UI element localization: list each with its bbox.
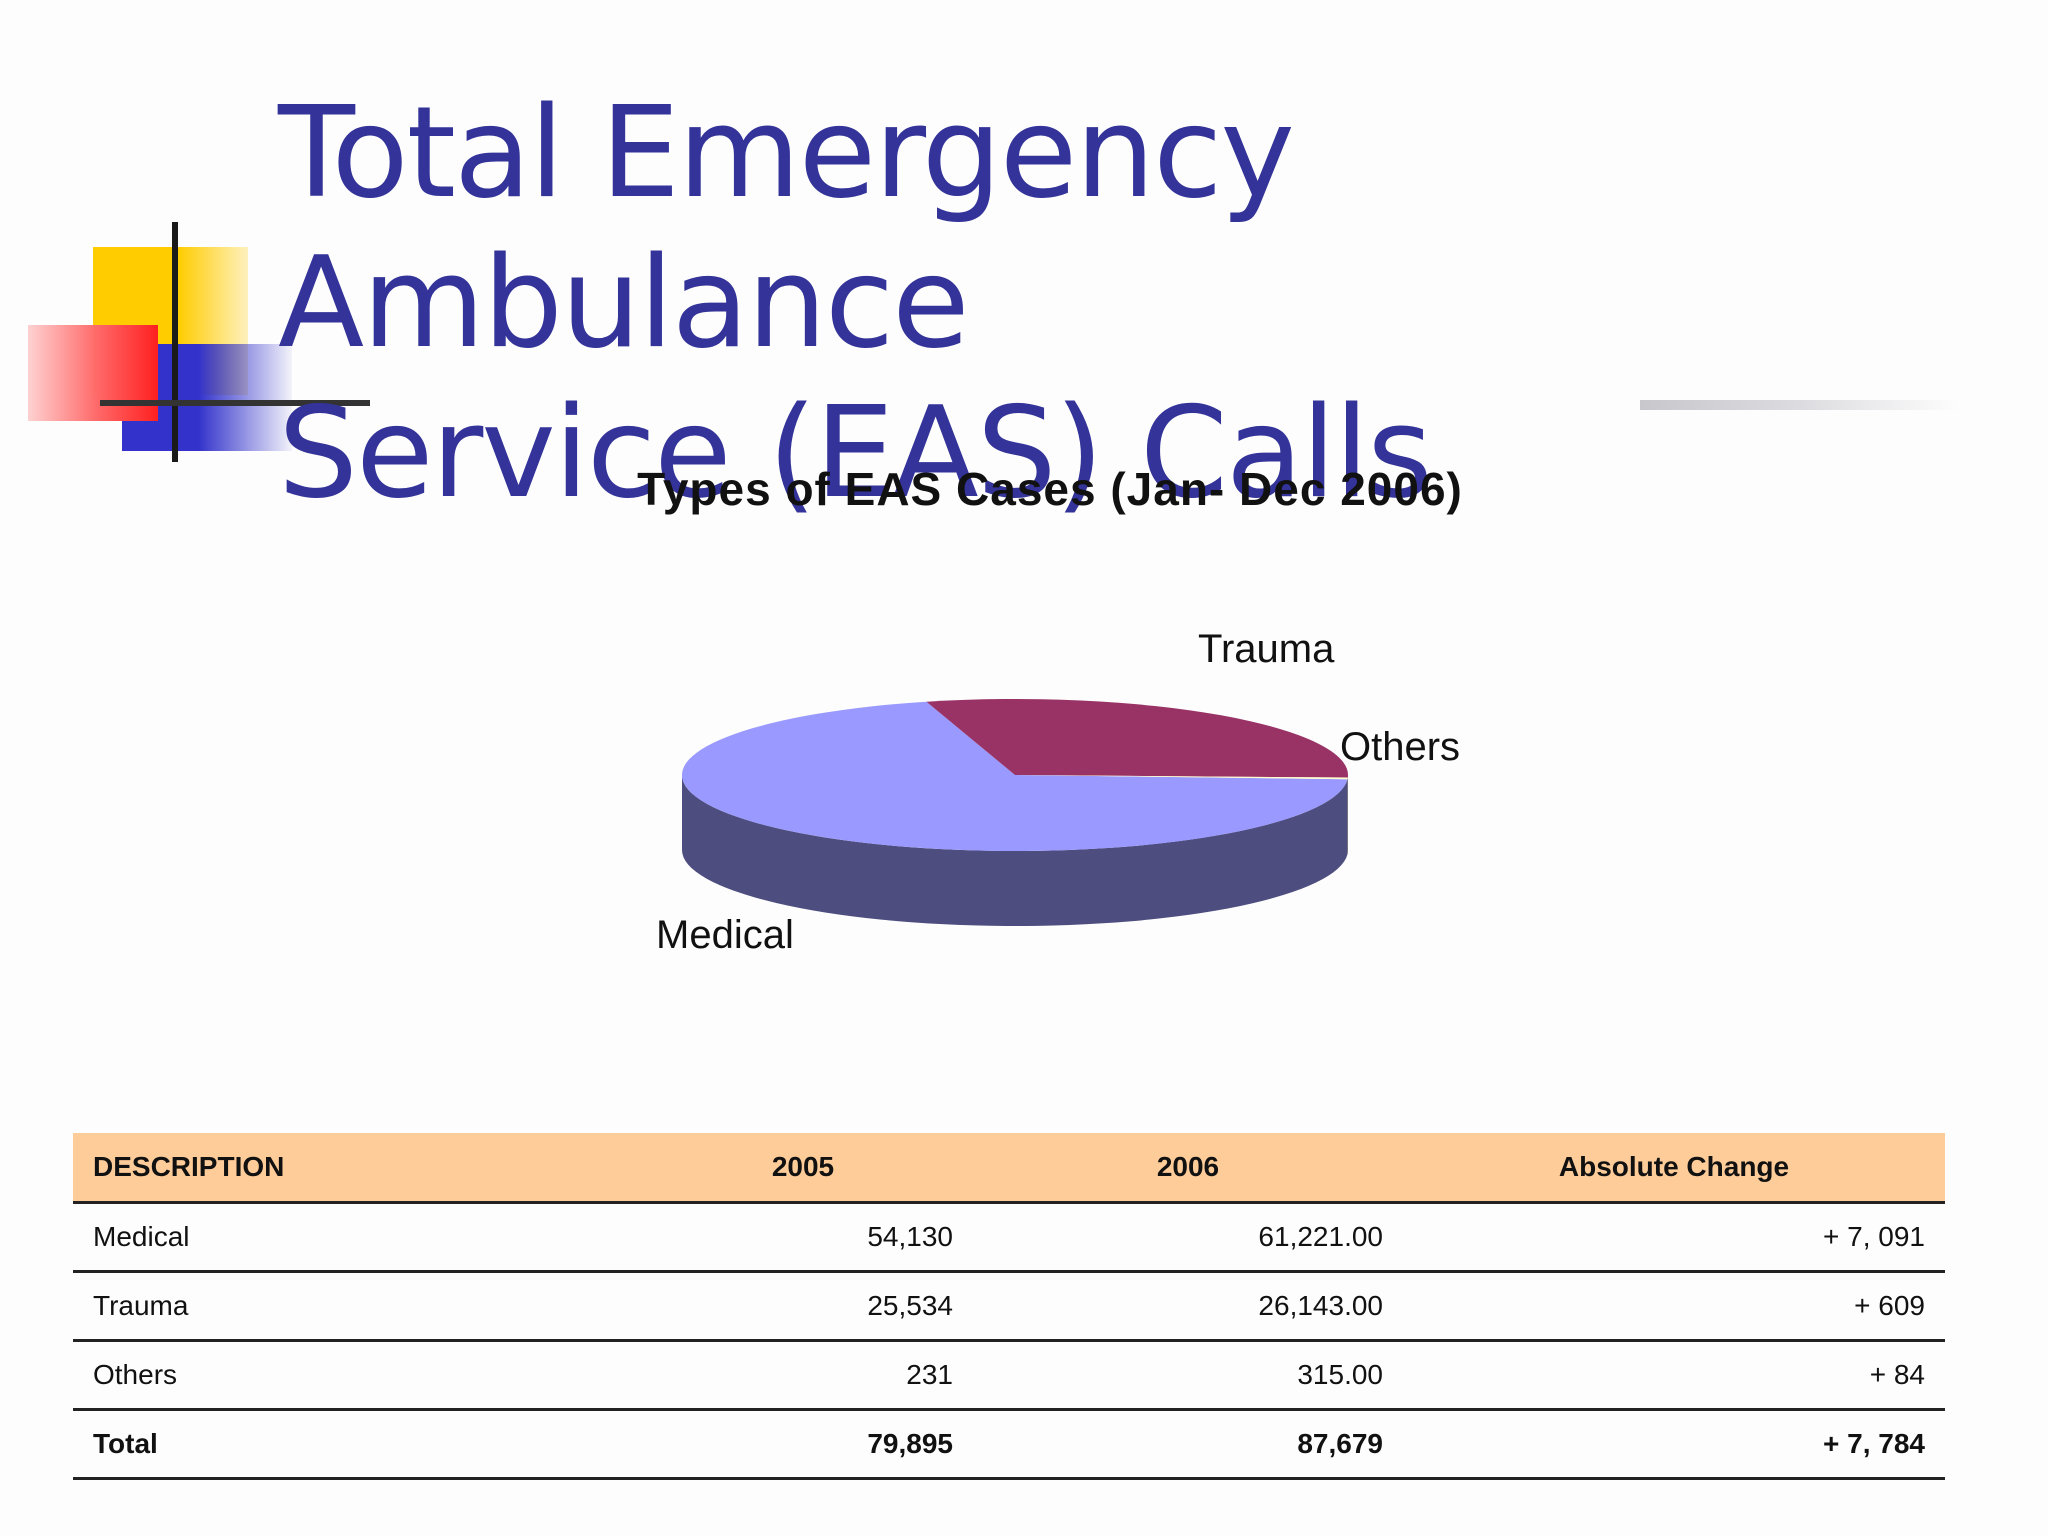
pie-chart: Medical Trauma Others [656, 627, 1460, 957]
cell-2005: 231 [906, 1359, 953, 1390]
cell-2006: 315.00 [1297, 1359, 1383, 1390]
slide-title: Total Emergency Ambulance Service (EAS) … [278, 78, 1978, 528]
pie-label-trauma: Trauma [1198, 627, 1335, 671]
table-row: Trauma 25,534 26,143.00 + 609 [73, 1272, 1945, 1341]
cell-2006: 61,221.00 [1258, 1221, 1383, 1252]
total-label: Total [93, 1428, 158, 1459]
cell-change: + 609 [1854, 1290, 1925, 1321]
table-row: Others 231 315.00 + 84 [73, 1341, 1945, 1410]
total-2006: 87,679 [1297, 1428, 1383, 1459]
pie-label-medical: Medical [656, 913, 794, 957]
cell-2006: 26,143.00 [1258, 1290, 1383, 1321]
cell-2005: 25,534 [867, 1290, 953, 1321]
pie-slice-medical [681, 701, 1348, 851]
cell-description: Others [93, 1359, 178, 1390]
cell-change: + 7, 091 [1823, 1221, 1925, 1252]
total-2005: 79,895 [867, 1428, 953, 1459]
cell-description: Trauma [93, 1290, 189, 1321]
cell-2005: 54,130 [867, 1221, 953, 1252]
pie-label-others: Others [1340, 725, 1460, 769]
pie-slice-others [1015, 775, 1348, 780]
decor-red-square [28, 325, 158, 421]
decor-horizontal-line [100, 400, 370, 406]
table-total-row: Total 79,895 87,679 + 7, 784 [73, 1410, 1945, 1479]
cell-description: Medical [93, 1221, 190, 1252]
header-description: DESCRIPTION [73, 1133, 633, 1203]
total-change: + 7, 784 [1823, 1428, 1925, 1459]
decor-title-rule [1640, 400, 1960, 410]
slide-title-line-2: Service (EAS) Calls [278, 379, 1433, 526]
header-2005: 2005 [633, 1133, 973, 1203]
pie-slice-trauma [926, 699, 1348, 778]
table-row: Medical 54,130 61,221.00 + 7, 091 [73, 1203, 1945, 1272]
decor-vertical-line [172, 222, 178, 462]
table-header-row: DESCRIPTION 2005 2006 Absolute Change [73, 1133, 1945, 1203]
cases-table: DESCRIPTION 2005 2006 Absolute Change Me… [73, 1133, 1945, 1480]
header-2006: 2006 [973, 1133, 1403, 1203]
cell-change: + 84 [1869, 1359, 1925, 1390]
chart-title: Types of EAS Cases (Jan- Dec 2006) [637, 463, 1463, 515]
slide-title-line-1: Total Emergency Ambulance [278, 79, 1295, 376]
pie-side-medical [682, 775, 1348, 926]
header-absolute-change: Absolute Change [1403, 1133, 1945, 1203]
